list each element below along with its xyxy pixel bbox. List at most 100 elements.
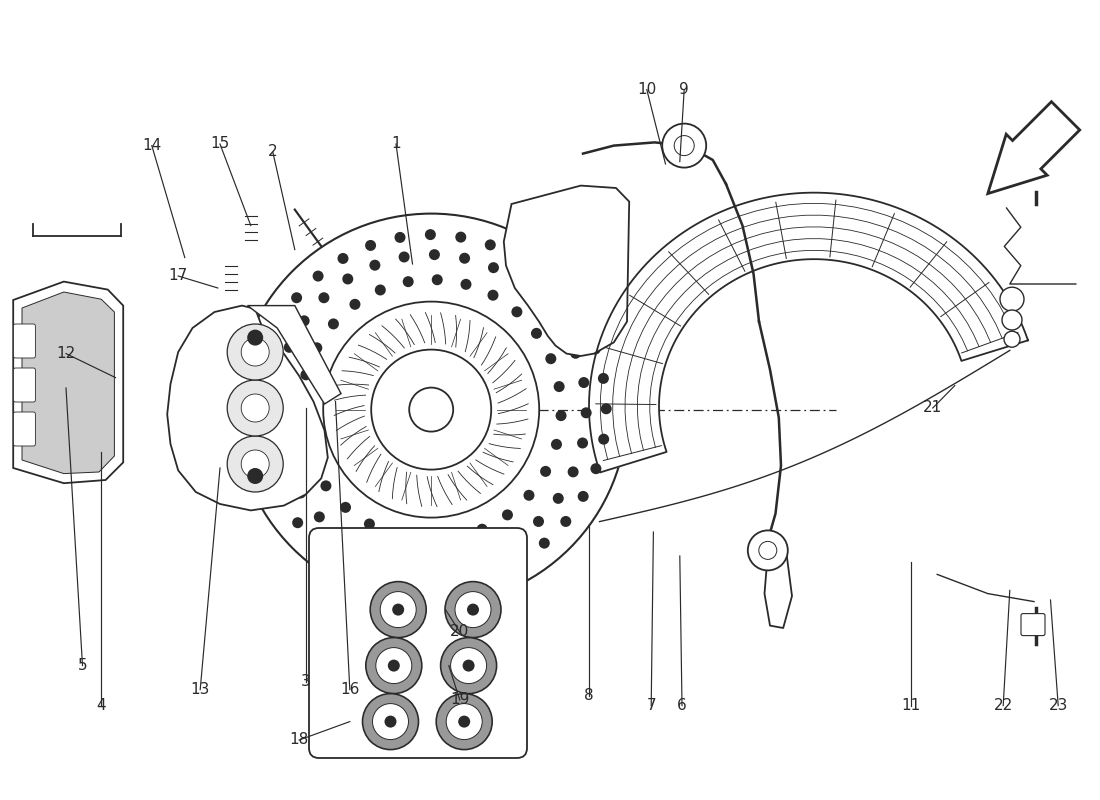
Circle shape [455, 592, 491, 627]
Circle shape [314, 511, 324, 522]
Circle shape [371, 582, 426, 638]
Circle shape [429, 249, 440, 260]
Circle shape [551, 439, 562, 450]
Circle shape [524, 490, 535, 501]
Circle shape [228, 324, 283, 380]
Circle shape [441, 638, 496, 694]
Circle shape [248, 468, 263, 484]
Circle shape [253, 435, 264, 446]
Circle shape [298, 427, 309, 438]
Circle shape [485, 239, 496, 250]
Circle shape [371, 350, 492, 470]
Circle shape [748, 530, 788, 570]
Text: 14: 14 [142, 138, 162, 153]
Circle shape [396, 577, 407, 587]
Circle shape [409, 387, 453, 431]
Circle shape [598, 373, 609, 384]
Circle shape [662, 123, 706, 168]
Circle shape [364, 518, 375, 530]
Circle shape [296, 398, 307, 409]
Circle shape [540, 466, 551, 477]
Circle shape [509, 534, 520, 546]
Circle shape [366, 569, 377, 580]
Circle shape [455, 232, 466, 242]
Circle shape [568, 466, 579, 478]
Polygon shape [504, 186, 629, 356]
Circle shape [453, 557, 464, 568]
Circle shape [314, 538, 324, 550]
Circle shape [447, 704, 482, 739]
Circle shape [431, 274, 442, 286]
Circle shape [350, 299, 361, 310]
Circle shape [538, 270, 549, 281]
Circle shape [512, 306, 522, 318]
Circle shape [398, 251, 409, 262]
FancyBboxPatch shape [13, 412, 35, 446]
Circle shape [1000, 287, 1024, 311]
Circle shape [235, 214, 627, 606]
Circle shape [282, 461, 293, 471]
Text: 21: 21 [923, 401, 943, 415]
Circle shape [253, 374, 264, 386]
Circle shape [482, 549, 493, 559]
Circle shape [320, 480, 331, 491]
Circle shape [425, 229, 436, 240]
Circle shape [557, 321, 568, 332]
Circle shape [538, 297, 549, 308]
Text: 3: 3 [301, 674, 310, 689]
Text: 13: 13 [190, 682, 210, 697]
Circle shape [376, 648, 411, 683]
Circle shape [486, 568, 497, 579]
Circle shape [284, 342, 295, 353]
FancyBboxPatch shape [13, 324, 35, 358]
Text: 7: 7 [647, 698, 656, 713]
Circle shape [251, 405, 262, 416]
Circle shape [318, 292, 329, 303]
Circle shape [363, 546, 374, 557]
Text: 1: 1 [392, 137, 400, 151]
Circle shape [459, 253, 470, 264]
Circle shape [228, 380, 283, 436]
Circle shape [546, 353, 557, 364]
Circle shape [403, 276, 414, 287]
Text: 10: 10 [637, 82, 657, 97]
Circle shape [312, 270, 323, 282]
Circle shape [373, 704, 408, 739]
Circle shape [578, 491, 588, 502]
Circle shape [271, 401, 282, 412]
Circle shape [579, 377, 590, 388]
Circle shape [228, 436, 283, 492]
Circle shape [553, 381, 564, 392]
Circle shape [451, 648, 486, 683]
Text: 2: 2 [268, 145, 277, 159]
Text: 8: 8 [584, 689, 593, 703]
Text: 9: 9 [680, 82, 689, 97]
Circle shape [311, 342, 322, 354]
Polygon shape [248, 306, 341, 404]
Text: 19: 19 [450, 693, 470, 707]
Circle shape [422, 559, 433, 570]
Circle shape [338, 253, 349, 264]
FancyBboxPatch shape [309, 528, 527, 758]
Circle shape [342, 274, 353, 285]
Circle shape [488, 262, 499, 273]
Circle shape [446, 582, 501, 638]
Text: 17: 17 [168, 269, 188, 283]
Text: 11: 11 [901, 698, 921, 713]
FancyBboxPatch shape [1021, 614, 1045, 635]
Circle shape [306, 455, 317, 466]
Circle shape [295, 487, 306, 498]
Circle shape [365, 240, 376, 251]
Circle shape [370, 260, 381, 270]
Polygon shape [22, 292, 114, 474]
Circle shape [570, 348, 581, 358]
Circle shape [274, 318, 285, 328]
Circle shape [1004, 331, 1020, 347]
Text: 18: 18 [289, 733, 309, 747]
Circle shape [375, 285, 386, 295]
Text: 4: 4 [97, 698, 106, 713]
Circle shape [293, 518, 304, 528]
Circle shape [273, 431, 284, 442]
Text: 23: 23 [1048, 698, 1068, 713]
Circle shape [539, 538, 550, 549]
